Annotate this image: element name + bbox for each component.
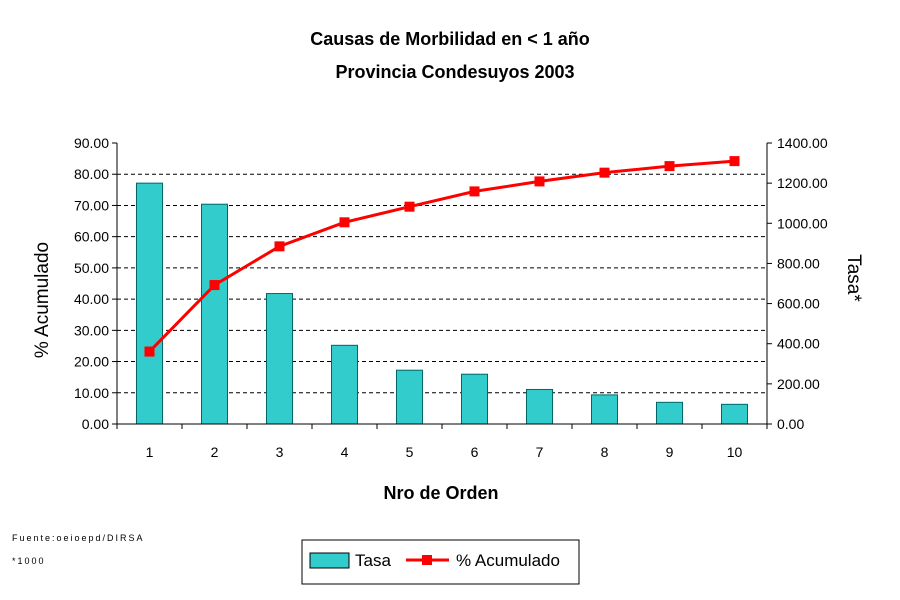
left-tick-label: 80.00 bbox=[74, 166, 109, 182]
point-acumulado-2 bbox=[209, 280, 220, 291]
right-tick-label: 600.00 bbox=[777, 296, 820, 312]
x-tick-label: 10 bbox=[727, 444, 743, 460]
x-tick-label: 3 bbox=[276, 444, 284, 460]
point-acumulado-7 bbox=[534, 176, 545, 187]
bar-tasa-3 bbox=[266, 293, 293, 425]
right-tick-label: 1400.00 bbox=[777, 135, 828, 151]
left-axis-ticks: 0.00 10.00 20.00 30.00 40.00 50.00 60.00 70.00 8… bbox=[74, 135, 117, 432]
left-axis-title: % Acumulado bbox=[32, 242, 53, 358]
point-acumulado-8 bbox=[599, 167, 610, 178]
right-tick-label: 1000.00 bbox=[777, 215, 828, 231]
line-acumulado bbox=[148, 159, 735, 353]
legend-label-acumulado: % Acumulado bbox=[456, 551, 560, 570]
x-axis-ticks: 1 2 3 4 5 6 7 8 9 10 bbox=[116, 424, 768, 460]
legend-swatch-acumulado-marker bbox=[422, 555, 432, 565]
chart-subtitle: Provincia Condesuyos 2003 bbox=[335, 62, 574, 82]
point-acumulado-4 bbox=[339, 217, 350, 228]
left-tick-label: 70.00 bbox=[74, 197, 109, 213]
x-tick-label: 5 bbox=[406, 444, 414, 460]
left-tick-label: 50.00 bbox=[74, 260, 109, 276]
x-tick-label: 2 bbox=[211, 444, 219, 460]
x-tick-label: 1 bbox=[146, 444, 154, 460]
x-tick-label: 8 bbox=[601, 444, 609, 460]
legend: Tasa % Acumulado bbox=[301, 539, 580, 585]
source-note: Fuente:oeioepd/DIRSA bbox=[12, 533, 145, 543]
bar-tasa-1 bbox=[136, 182, 163, 425]
legend-label-tasa: Tasa bbox=[355, 551, 391, 570]
left-tick-label: 40.00 bbox=[74, 291, 109, 307]
left-tick-label: 20.00 bbox=[74, 354, 109, 370]
x-tick-label: 4 bbox=[341, 444, 349, 460]
right-tick-label: 800.00 bbox=[777, 255, 820, 271]
left-tick-label: 0.00 bbox=[82, 416, 109, 432]
bar-series-tasa bbox=[136, 182, 748, 425]
right-tick-label: 0.00 bbox=[777, 416, 804, 432]
x-tick-label: 6 bbox=[471, 444, 479, 460]
point-acumulado-6 bbox=[469, 186, 480, 197]
right-axis-ticks: 0.00 200.00 400.00 600.00 800.00 1000.00 1200.… bbox=[767, 135, 828, 432]
bar-tasa-6 bbox=[461, 373, 488, 425]
left-tick-label: 10.00 bbox=[74, 385, 109, 401]
bar-tasa-9 bbox=[656, 401, 683, 425]
legend-swatch-tasa bbox=[309, 552, 350, 569]
bar-tasa-5 bbox=[396, 369, 423, 425]
bar-tasa-4 bbox=[331, 344, 358, 425]
line-series-acumulado bbox=[144, 156, 740, 357]
bar-tasa-2 bbox=[201, 203, 228, 425]
x-tick-label: 7 bbox=[536, 444, 544, 460]
left-tick-label: 90.00 bbox=[74, 135, 109, 151]
footnote-scale: *1000 bbox=[12, 556, 46, 566]
x-tick-label: 9 bbox=[666, 444, 674, 460]
x-axis-title: Nro de Orden bbox=[383, 483, 498, 503]
chart-title: Causas de Morbilidad en < 1 año bbox=[310, 29, 590, 49]
point-acumulado-5 bbox=[404, 201, 415, 212]
legend-box bbox=[301, 539, 580, 585]
right-axis-title: Tasa* bbox=[843, 254, 864, 302]
bar-tasa-7 bbox=[526, 388, 553, 425]
right-tick-label: 400.00 bbox=[777, 336, 820, 352]
left-tick-label: 30.00 bbox=[74, 322, 109, 338]
point-acumulado-3 bbox=[274, 241, 285, 252]
point-acumulado-9 bbox=[664, 161, 675, 172]
point-acumulado-1 bbox=[144, 346, 155, 357]
bar-tasa-10 bbox=[721, 403, 748, 425]
right-tick-label: 1200.00 bbox=[777, 175, 828, 191]
bar-tasa-8 bbox=[591, 394, 618, 425]
left-tick-label: 60.00 bbox=[74, 229, 109, 245]
point-acumulado-10 bbox=[729, 156, 740, 167]
right-tick-label: 200.00 bbox=[777, 376, 820, 392]
